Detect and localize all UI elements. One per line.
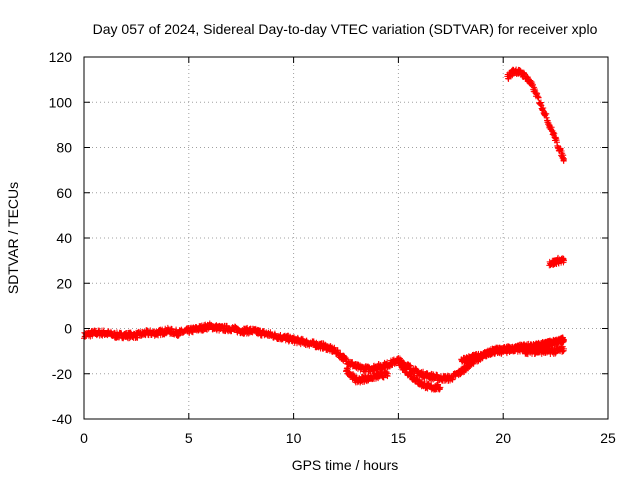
x-tick-label: 5 [185,430,193,446]
axis-ticks: 0 5 10 15 20 25 -40 -20 0 20 40 60 80 100 120 [49,49,616,446]
x-tick-label: 0 [80,430,88,446]
y-tick-label: 100 [49,94,73,110]
x-tick-label: 20 [495,430,511,446]
data-point [384,370,391,377]
y-tick-label: 120 [49,49,73,65]
y-tick-label: 40 [56,230,72,246]
data-point [560,336,567,343]
x-tick-label: 15 [391,430,407,446]
series-upper-branch [458,334,567,366]
y-tick-label: 0 [64,321,72,337]
x-axis-label: GPS time / hours [292,457,399,473]
y-tick-label: 60 [56,185,72,201]
data-point [516,347,523,354]
y-tick-label: 20 [56,275,72,291]
y-tick-label: 80 [56,140,72,156]
chart-title: Day 057 of 2024, Sidereal Day-to-day VTE… [93,21,598,37]
series-main-track [81,320,567,384]
x-tick-label: 10 [286,430,302,446]
grid-lines [84,57,608,419]
series-lower-branch-a [343,364,391,386]
series-late-low [521,343,567,358]
data-point [560,257,567,264]
y-tick-label: -40 [52,411,72,427]
data-point [560,345,567,352]
data-point [173,326,180,333]
y-axis-label: SDTVAR / TECUs [5,182,21,294]
series-lower-branch-b [395,356,444,393]
data-point [560,155,567,162]
data-point [437,384,444,391]
x-tick-label: 25 [600,430,616,446]
data-points [81,66,567,393]
data-point [535,94,542,101]
series-descending-arc [504,66,567,164]
series-cluster-30 [546,254,567,269]
y-tick-label: -20 [52,366,72,382]
data-point [344,364,351,371]
